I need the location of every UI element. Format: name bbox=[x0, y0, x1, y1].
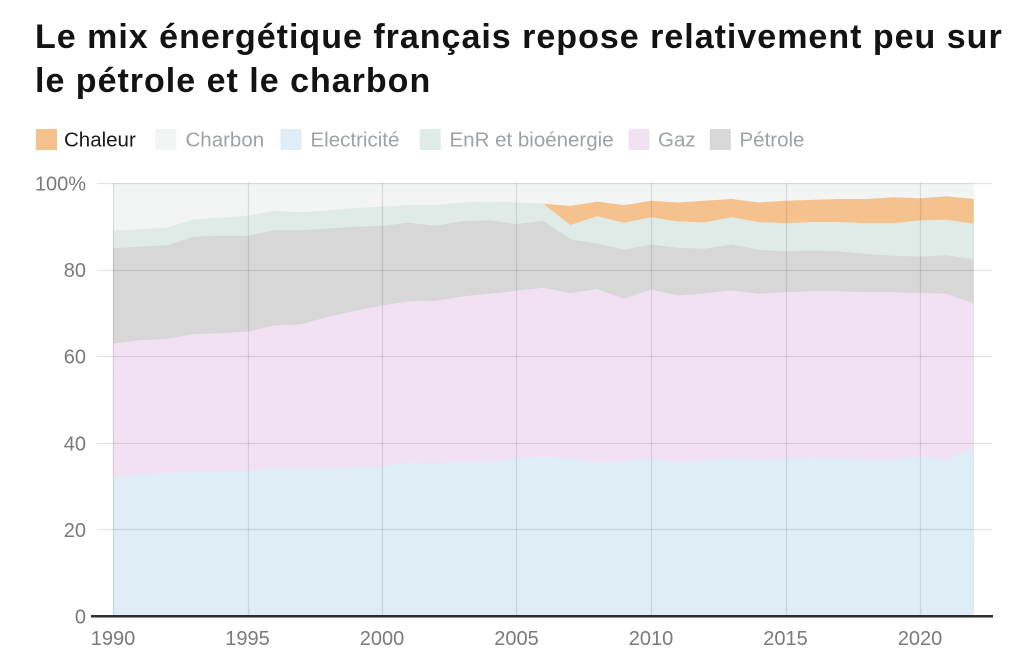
svg-text:Electricité: Electricité bbox=[311, 129, 400, 152]
svg-text:100%: 100% bbox=[35, 174, 86, 196]
svg-text:le pétrole et le charbon: le pétrole et le charbon bbox=[35, 62, 431, 100]
svg-text:Gaz: Gaz bbox=[658, 129, 696, 152]
svg-text:20: 20 bbox=[64, 520, 86, 542]
svg-text:1990: 1990 bbox=[91, 628, 136, 650]
svg-text:2005: 2005 bbox=[494, 628, 539, 650]
svg-text:Chaleur: Chaleur bbox=[64, 129, 136, 152]
svg-text:80: 80 bbox=[64, 260, 86, 282]
svg-text:0: 0 bbox=[75, 607, 86, 629]
svg-text:Pétrole: Pétrole bbox=[740, 129, 805, 152]
svg-text:2020: 2020 bbox=[898, 628, 943, 650]
svg-text:60: 60 bbox=[64, 347, 86, 369]
svg-text:2010: 2010 bbox=[629, 628, 674, 650]
svg-text:EnR et bioénergie: EnR et bioénergie bbox=[450, 129, 614, 152]
svg-text:2000: 2000 bbox=[360, 628, 405, 650]
svg-text:40: 40 bbox=[64, 433, 86, 455]
svg-text:Charbon: Charbon bbox=[186, 129, 265, 152]
svg-text:Le mix énergétique français re: Le mix énergétique français repose relat… bbox=[35, 18, 1003, 56]
svg-text:1995: 1995 bbox=[225, 628, 270, 650]
svg-text:2015: 2015 bbox=[763, 628, 808, 650]
